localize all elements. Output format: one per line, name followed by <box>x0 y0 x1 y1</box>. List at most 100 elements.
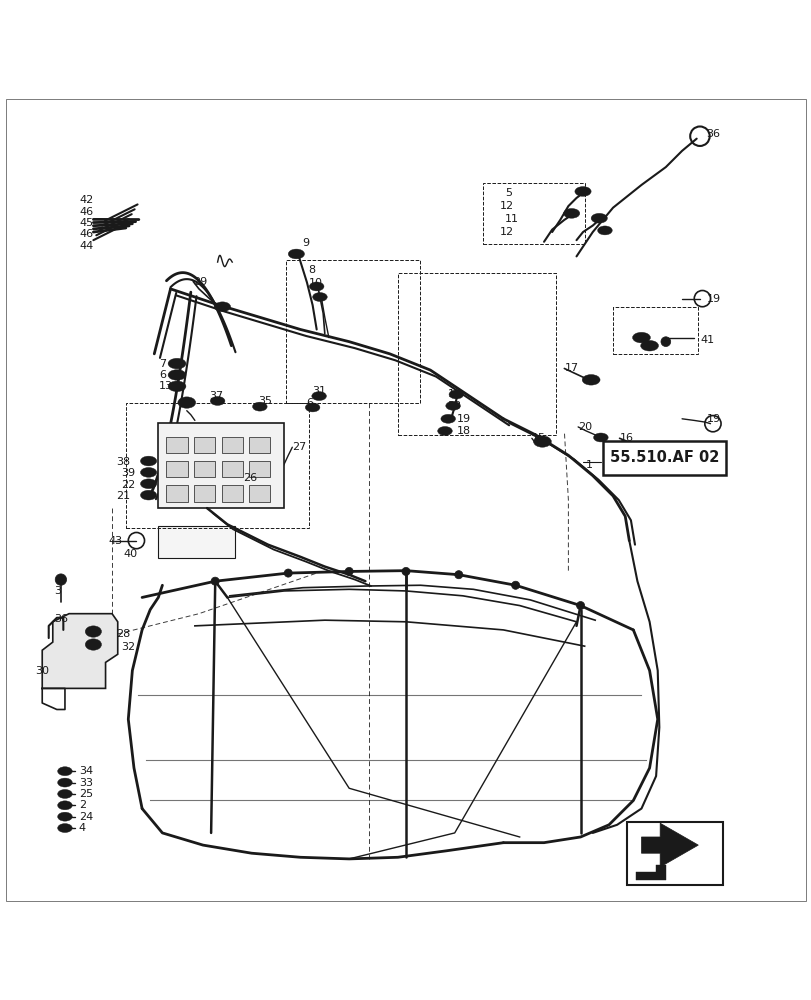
Text: 37: 37 <box>209 391 223 401</box>
Ellipse shape <box>168 370 186 380</box>
Ellipse shape <box>440 414 455 423</box>
Text: 14: 14 <box>447 389 461 399</box>
Ellipse shape <box>437 427 452 435</box>
Ellipse shape <box>168 381 186 392</box>
Polygon shape <box>42 614 118 688</box>
Text: 26: 26 <box>243 473 257 483</box>
Ellipse shape <box>85 626 101 637</box>
Text: 12: 12 <box>500 201 513 211</box>
Bar <box>249 485 270 502</box>
Text: 27: 27 <box>292 442 307 452</box>
Ellipse shape <box>632 332 650 343</box>
Ellipse shape <box>140 490 157 500</box>
Ellipse shape <box>574 187 590 196</box>
Ellipse shape <box>597 226 611 235</box>
Ellipse shape <box>140 456 157 466</box>
Bar <box>249 461 270 477</box>
Text: 22: 22 <box>121 480 135 490</box>
Ellipse shape <box>445 401 460 410</box>
Text: 46: 46 <box>79 207 93 217</box>
Ellipse shape <box>58 824 72 833</box>
Ellipse shape <box>214 302 230 312</box>
Ellipse shape <box>58 801 72 810</box>
Ellipse shape <box>58 778 72 787</box>
Text: 30: 30 <box>35 666 49 676</box>
Text: 16: 16 <box>619 433 633 443</box>
Ellipse shape <box>288 249 304 259</box>
Text: 1: 1 <box>585 460 592 470</box>
Text: 6: 6 <box>159 370 166 380</box>
Text: 36: 36 <box>54 614 68 624</box>
Text: 19: 19 <box>706 294 719 304</box>
Text: 8: 8 <box>308 265 315 275</box>
Text: 35: 35 <box>258 396 272 406</box>
Ellipse shape <box>590 213 607 223</box>
Bar <box>221 485 242 502</box>
FancyBboxPatch shape <box>602 441 725 475</box>
Ellipse shape <box>58 789 72 798</box>
Text: 34: 34 <box>79 766 92 776</box>
Text: 45: 45 <box>79 218 93 228</box>
Text: 15: 15 <box>531 433 545 443</box>
Bar <box>221 437 242 453</box>
Text: 39: 39 <box>121 468 135 478</box>
Bar <box>194 437 215 453</box>
Ellipse shape <box>593 433 607 442</box>
Ellipse shape <box>178 397 195 408</box>
Ellipse shape <box>563 208 579 218</box>
Circle shape <box>345 567 353 576</box>
Ellipse shape <box>210 396 225 405</box>
Bar <box>612 307 697 354</box>
Polygon shape <box>635 865 665 880</box>
Text: 24: 24 <box>79 812 93 822</box>
Text: 41: 41 <box>699 335 713 345</box>
Text: 23: 23 <box>447 401 461 411</box>
Circle shape <box>660 337 670 347</box>
Text: 17: 17 <box>564 363 577 373</box>
Text: 32: 32 <box>121 642 135 652</box>
Bar <box>194 485 215 502</box>
Bar <box>626 822 722 885</box>
Circle shape <box>401 567 410 576</box>
Text: 55.510.AF 02: 55.510.AF 02 <box>609 450 718 465</box>
Bar <box>397 273 556 435</box>
Ellipse shape <box>85 639 101 650</box>
Ellipse shape <box>305 403 320 412</box>
Text: 2: 2 <box>79 800 86 810</box>
Text: 19: 19 <box>457 414 470 424</box>
Bar <box>483 183 584 244</box>
Text: 12: 12 <box>500 227 513 237</box>
Text: 31: 31 <box>312 386 326 396</box>
Ellipse shape <box>140 479 157 489</box>
Text: 21: 21 <box>116 491 130 501</box>
Text: 20: 20 <box>577 422 591 432</box>
Circle shape <box>511 581 519 589</box>
Bar <box>166 461 187 477</box>
Text: 7: 7 <box>159 359 166 369</box>
Ellipse shape <box>58 812 72 821</box>
Ellipse shape <box>581 375 599 385</box>
Ellipse shape <box>533 436 551 447</box>
Text: 46: 46 <box>79 229 93 239</box>
Bar <box>285 260 419 403</box>
Circle shape <box>454 571 462 579</box>
Ellipse shape <box>640 340 658 351</box>
Ellipse shape <box>309 282 324 291</box>
Text: 33: 33 <box>79 778 92 788</box>
Text: 13: 13 <box>159 381 173 391</box>
Circle shape <box>576 601 584 610</box>
Bar <box>158 526 235 558</box>
Bar <box>249 437 270 453</box>
Ellipse shape <box>58 767 72 776</box>
Text: 4: 4 <box>79 823 86 833</box>
Ellipse shape <box>448 390 463 399</box>
Text: 6: 6 <box>306 398 313 408</box>
Text: 36: 36 <box>706 129 719 139</box>
Ellipse shape <box>631 442 647 452</box>
Ellipse shape <box>140 468 157 477</box>
Bar <box>194 461 215 477</box>
Text: 40: 40 <box>123 549 137 559</box>
Ellipse shape <box>168 358 186 369</box>
Text: 10: 10 <box>308 278 322 288</box>
Bar <box>126 403 308 528</box>
